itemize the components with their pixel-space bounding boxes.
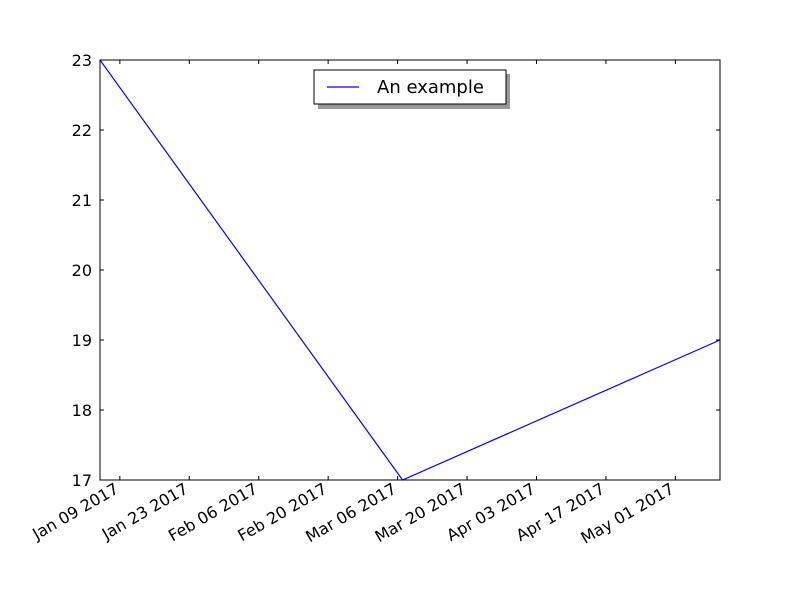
y-tick-label: 23 — [72, 51, 92, 70]
y-tick-label: 17 — [72, 471, 92, 490]
y-tick-label: 18 — [72, 401, 92, 420]
y-tick-label: 20 — [72, 261, 92, 280]
axes-frame — [99, 59, 721, 481]
legend-label: An example — [377, 77, 484, 98]
legend: An example — [313, 69, 510, 109]
y-tick-label: 19 — [72, 331, 92, 350]
y-tick-label: 22 — [72, 121, 92, 140]
series-line-0 — [99, 59, 721, 481]
y-tick-label: 21 — [72, 191, 92, 210]
